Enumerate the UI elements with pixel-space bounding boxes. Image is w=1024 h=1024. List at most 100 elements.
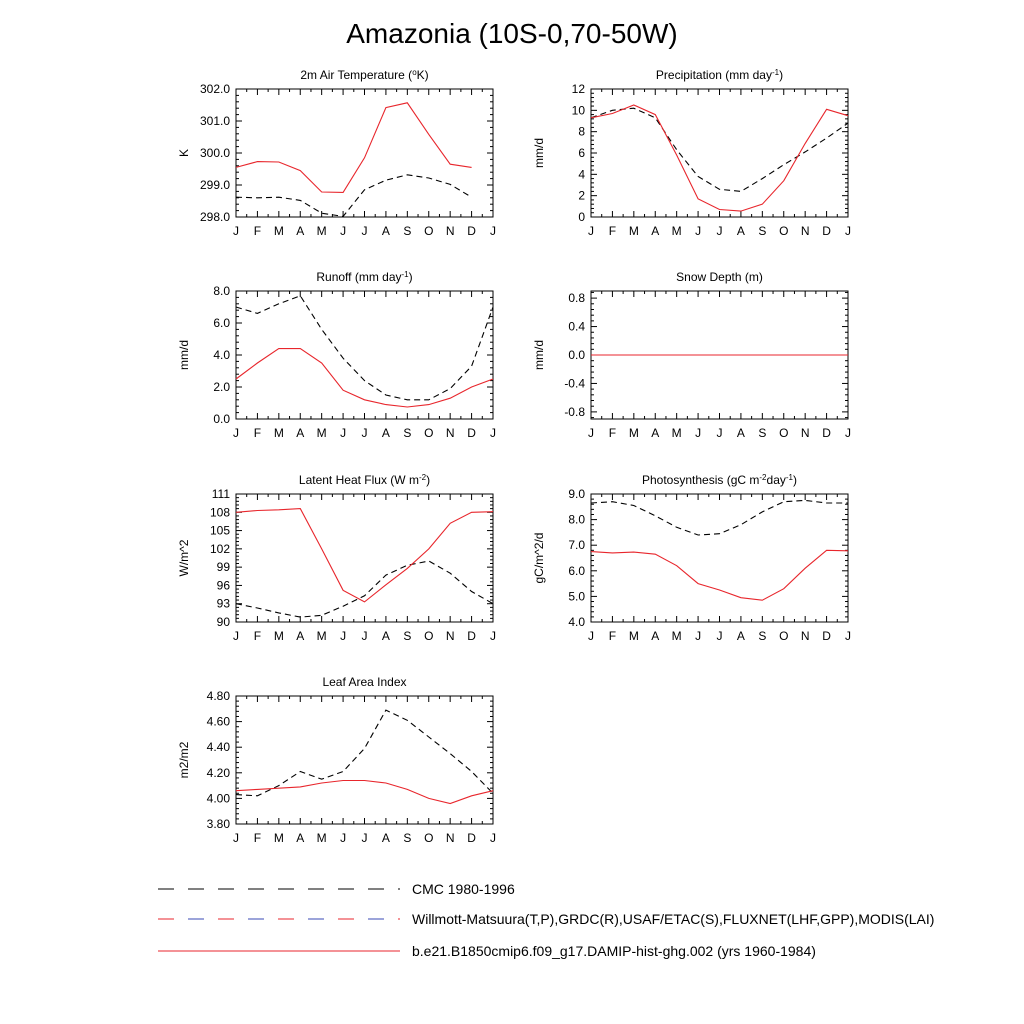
series-line-obs-dashed xyxy=(590,499,848,536)
panel-title: Leaf Area Index xyxy=(322,675,406,689)
x-tick-label: O xyxy=(779,629,788,643)
x-tick-label: F xyxy=(609,629,616,643)
y-tick-label: 301.0 xyxy=(200,114,230,128)
y-tick-label: 96 xyxy=(217,578,231,592)
y-tick-label: 3.80 xyxy=(207,817,231,831)
x-tick-label: O xyxy=(424,224,433,238)
x-tick-label: J xyxy=(845,224,851,238)
y-tick-label: 6 xyxy=(578,146,585,160)
y-tick-label: 99 xyxy=(217,560,231,574)
x-tick-label: F xyxy=(609,426,616,440)
x-tick-label: J xyxy=(233,629,239,643)
x-tick-label: S xyxy=(758,224,766,238)
x-tick-label: F xyxy=(254,831,261,845)
x-tick-label: N xyxy=(801,224,810,238)
y-tick-label: 0.0 xyxy=(213,412,230,426)
x-tick-label: M xyxy=(672,629,682,643)
y-tick-label: 4.0 xyxy=(213,348,230,362)
y-tick-label: 5.0 xyxy=(568,589,585,603)
y-tick-label: 90 xyxy=(217,615,231,629)
x-tick-label: N xyxy=(446,224,455,238)
x-tick-label: D xyxy=(822,224,831,238)
y-tick-label: 8 xyxy=(578,125,585,139)
series-line-model xyxy=(590,104,849,212)
x-tick-label: A xyxy=(296,224,304,238)
x-tick-label: J xyxy=(362,831,368,845)
y-tick-label: 4.60 xyxy=(207,715,231,729)
series-line-model xyxy=(235,102,472,193)
y-axis-label: K xyxy=(177,149,191,157)
x-tick-label: J xyxy=(588,426,594,440)
y-tick-label: 4.00 xyxy=(207,791,231,805)
y-tick-label: 2.0 xyxy=(213,380,230,394)
x-tick-label: J xyxy=(362,224,368,238)
y-tick-label: 10 xyxy=(572,103,586,117)
series-line-model xyxy=(235,508,494,603)
y-tick-label: 4 xyxy=(578,167,585,181)
panel-title: Runoff (mm day-1) xyxy=(316,270,412,285)
x-tick-label: J xyxy=(340,629,346,643)
x-tick-label: A xyxy=(382,831,390,845)
x-tick-label: J xyxy=(490,831,496,845)
x-tick-label: S xyxy=(758,426,766,440)
x-tick-label: S xyxy=(403,426,411,440)
y-tick-label: 12 xyxy=(572,82,586,96)
x-tick-label: N xyxy=(446,629,455,643)
y-tick-label: 93 xyxy=(217,597,231,611)
y-tick-label: 4.80 xyxy=(207,689,231,703)
x-tick-label: N xyxy=(446,426,455,440)
y-tick-label: 4.20 xyxy=(207,766,231,780)
x-tick-label: D xyxy=(467,426,476,440)
y-tick-label: 302.0 xyxy=(200,82,230,96)
y-tick-label: 105 xyxy=(210,524,230,538)
x-tick-label: J xyxy=(233,831,239,845)
panel-title: Precipitation (mm day-1) xyxy=(656,68,783,83)
x-tick-label: S xyxy=(403,831,411,845)
y-tick-label: 102 xyxy=(210,542,230,556)
x-tick-label: M xyxy=(317,629,327,643)
y-tick-label: 2 xyxy=(578,189,585,203)
panel-title: Photosynthesis (gC m-2day-1) xyxy=(642,473,797,488)
x-tick-label: J xyxy=(845,629,851,643)
x-tick-label: O xyxy=(424,629,433,643)
x-tick-label: O xyxy=(424,831,433,845)
x-tick-label: J xyxy=(845,426,851,440)
x-tick-label: A xyxy=(651,629,659,643)
series-line-model xyxy=(235,348,494,408)
panel-title: 2m Air Temperature (oK) xyxy=(300,68,428,83)
x-tick-label: O xyxy=(779,224,788,238)
x-tick-label: A xyxy=(382,224,390,238)
x-tick-label: D xyxy=(467,831,476,845)
x-tick-label: A xyxy=(737,224,745,238)
x-tick-label: J xyxy=(490,426,496,440)
figure-title: Amazonia (10S-0,70-50W) xyxy=(346,18,678,49)
y-tick-label: 0 xyxy=(578,210,585,224)
x-tick-label: N xyxy=(801,629,810,643)
x-tick-label: A xyxy=(382,426,390,440)
x-tick-label: O xyxy=(424,426,433,440)
x-tick-label: J xyxy=(695,426,701,440)
x-tick-label: S xyxy=(758,629,766,643)
x-tick-label: J xyxy=(490,224,496,238)
x-tick-label: A xyxy=(296,426,304,440)
series-line-obs-dashed xyxy=(235,709,494,797)
y-tick-label: 7.0 xyxy=(568,538,585,552)
x-tick-label: M xyxy=(672,426,682,440)
x-tick-label: J xyxy=(362,426,368,440)
x-tick-label: J xyxy=(695,629,701,643)
y-axis-label: mm/d xyxy=(532,138,546,168)
x-tick-label: N xyxy=(446,831,455,845)
x-tick-label: J xyxy=(233,224,239,238)
x-tick-label: J xyxy=(717,629,723,643)
y-tick-label: -0.4 xyxy=(564,376,585,390)
y-tick-label: 108 xyxy=(210,505,230,519)
y-tick-label: 6.0 xyxy=(213,316,230,330)
x-tick-label: A xyxy=(737,629,745,643)
x-tick-label: N xyxy=(801,426,810,440)
x-tick-label: A xyxy=(737,426,745,440)
y-tick-label: 299.0 xyxy=(200,178,230,192)
